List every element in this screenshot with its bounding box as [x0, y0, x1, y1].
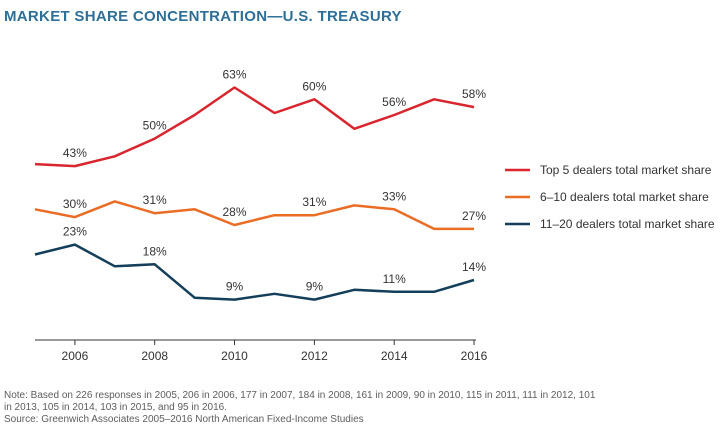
series-line-1 — [34, 86, 475, 168]
x-tick-label: 2010 — [221, 349, 248, 363]
data-label: 56% — [382, 95, 406, 109]
data-label: 14% — [462, 260, 486, 274]
series-line-3 — [34, 243, 475, 301]
x-tick-label: 2006 — [62, 349, 89, 363]
series-line-2 — [34, 200, 474, 231]
legend: Top 5 dealers total market share 6–10 dea… — [505, 163, 715, 231]
legend-label: 6–10 dealers total market share — [540, 190, 709, 204]
data-label: 11% — [383, 272, 406, 286]
data-label: 28% — [222, 205, 246, 219]
legend-label: Top 5 dealers total market share — [540, 163, 712, 177]
data-label: 31% — [302, 195, 326, 209]
data-label: 18% — [143, 244, 167, 258]
data-label: 58% — [462, 87, 486, 101]
source-text: Source: Greenwich Associates 2005–2016 N… — [4, 414, 364, 425]
note-text: Note: Based on 226 responses in 2005, 20… — [4, 390, 596, 413]
x-tick-label: 2014 — [381, 349, 408, 363]
line-chart: 43% 50% 63% 60% 56% 58% 30% 31% 28% 31% 33% 27% 23% 1… — [34, 68, 715, 363]
data-label: 27% — [462, 209, 486, 223]
chart-title: MARKET SHARE CONCENTRATION—U.S. TREASURY — [4, 8, 402, 25]
data-label: 31% — [143, 193, 167, 207]
footnote: Note: Based on 226 responses in 2005, 20… — [4, 390, 604, 426]
lines-layer — [34, 86, 475, 301]
data-label: 23% — [63, 225, 87, 239]
data-label: 30% — [63, 197, 87, 211]
data-label: 63% — [222, 68, 246, 82]
legend-label: 11–20 dealers total market share — [540, 217, 715, 231]
x-tick-label: 2008 — [141, 349, 168, 363]
data-label: 9% — [306, 280, 324, 294]
data-label: 33% — [382, 189, 406, 203]
data-label: 50% — [143, 119, 167, 133]
data-labels-layer: 43% 50% 63% 60% 56% 58% 30% 31% 28% 31% 33% 27% 23% 1… — [63, 68, 486, 294]
x-tick-label: 2016 — [461, 349, 488, 363]
x-tick-label: 2012 — [301, 349, 328, 363]
data-label: 60% — [302, 79, 326, 93]
data-label: 43% — [63, 146, 87, 160]
data-label: 9% — [226, 280, 244, 294]
x-axis-ticks: 2006 2008 2010 2012 2014 2016 — [62, 340, 488, 363]
